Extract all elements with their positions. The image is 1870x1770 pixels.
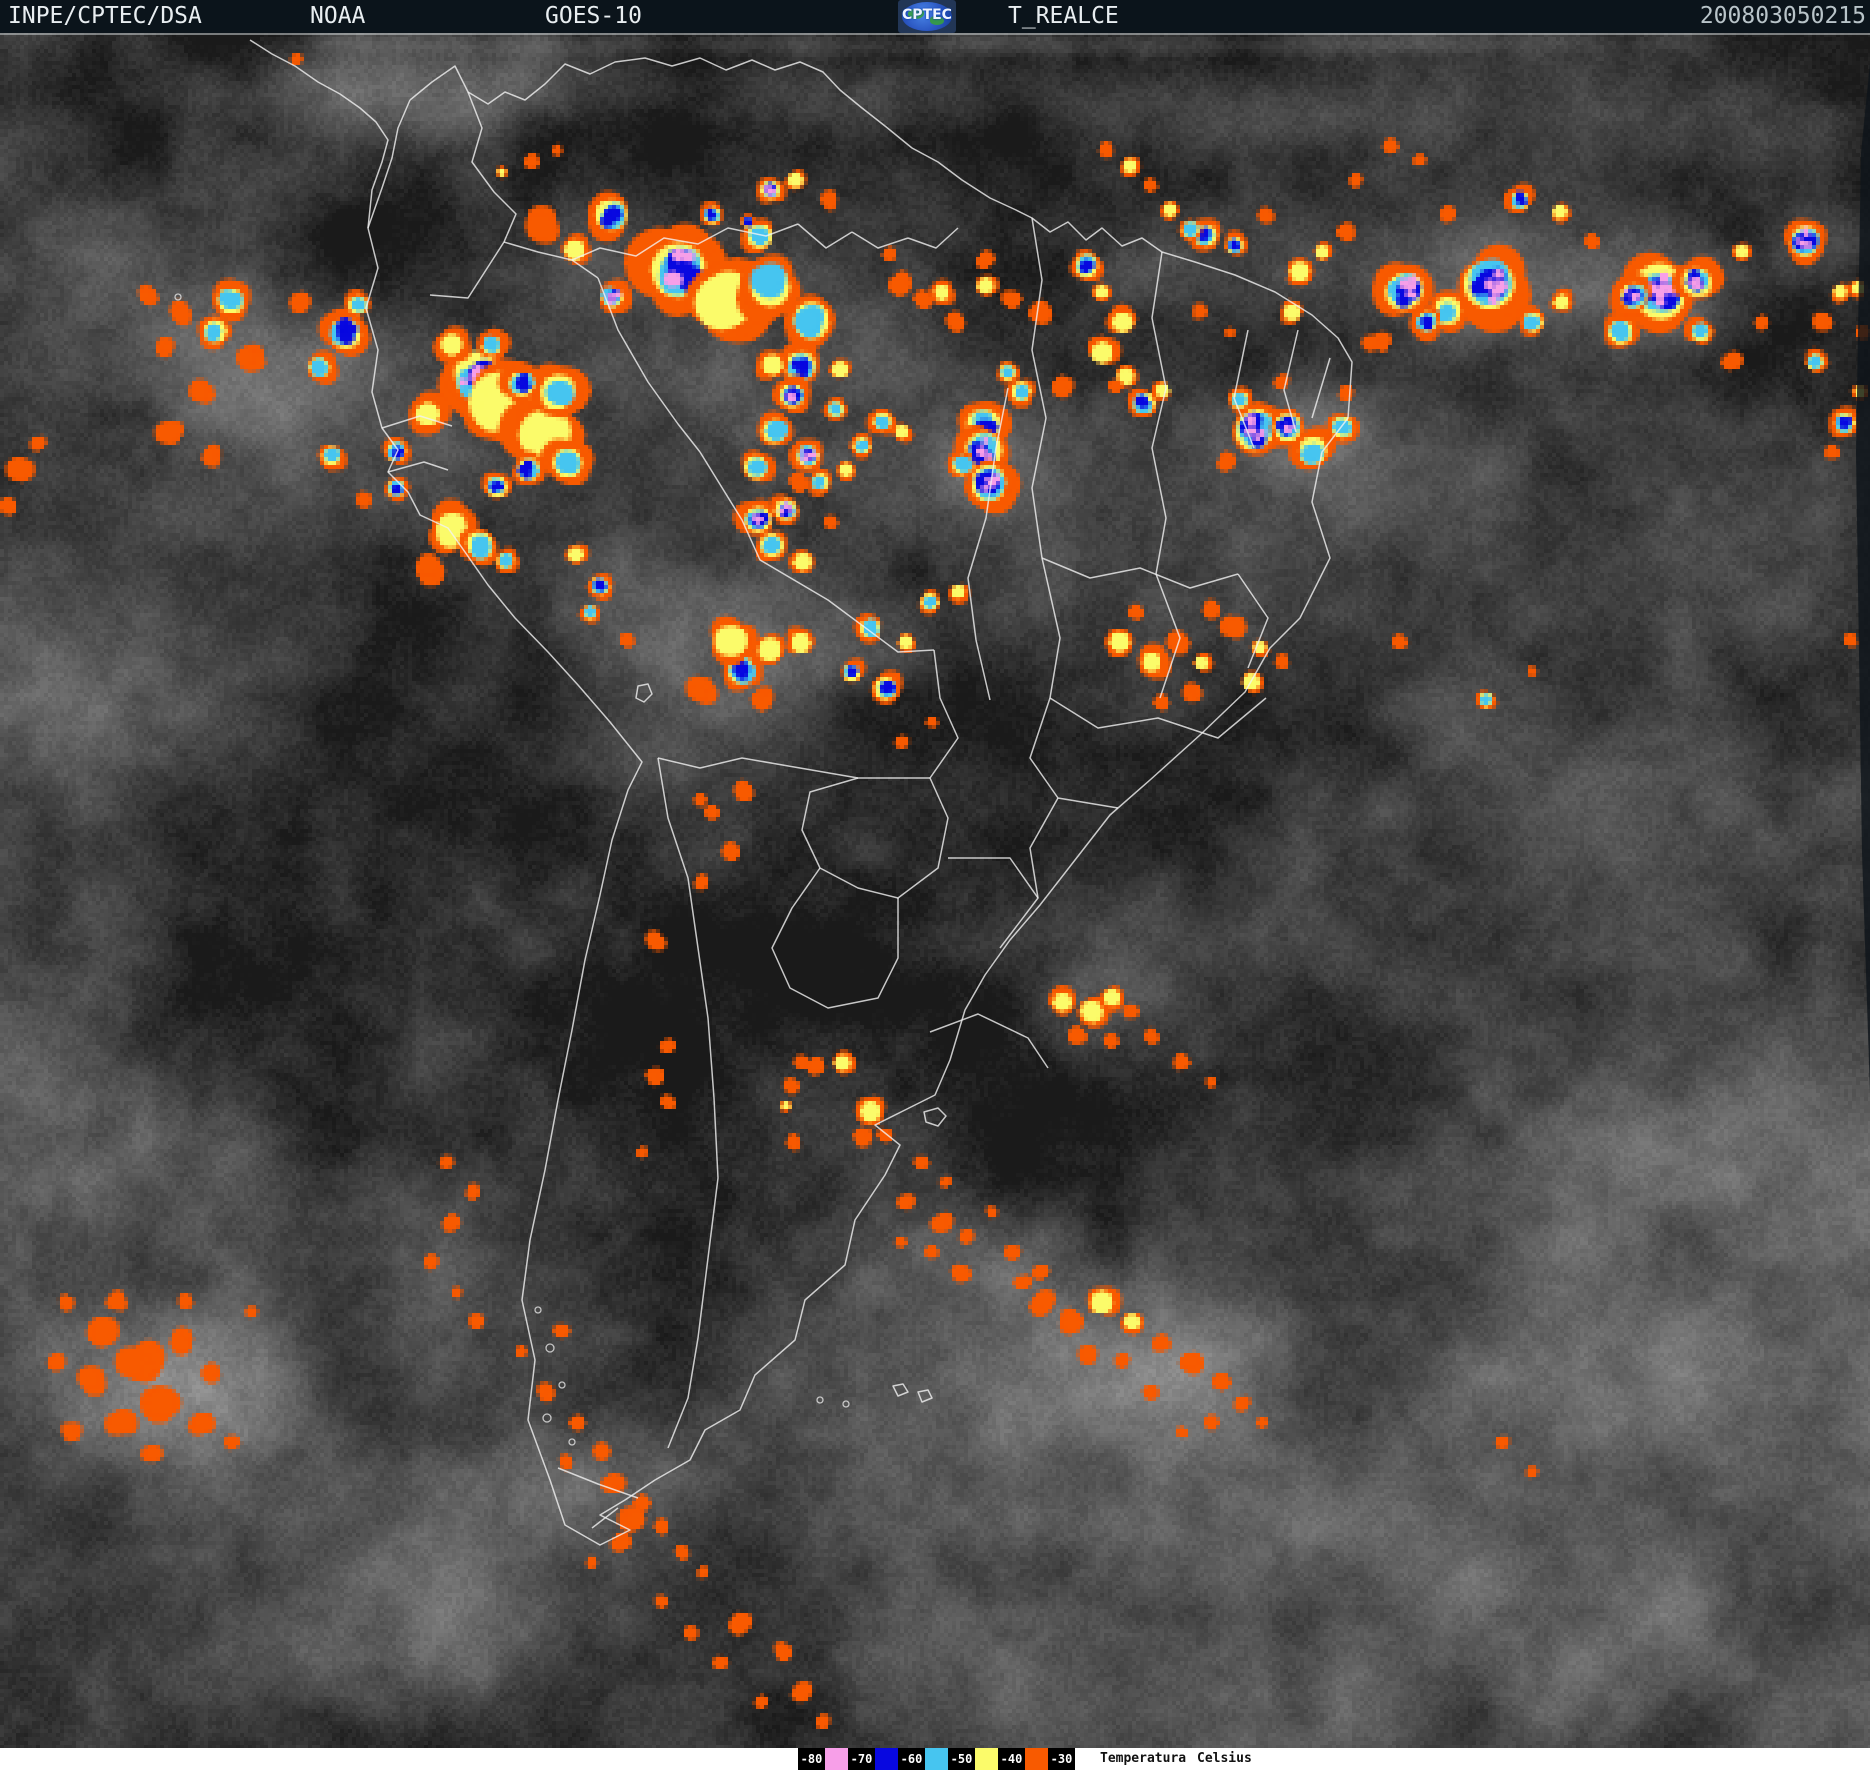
border-br-south-1 [999, 797, 1059, 949]
border-br-se-1 [1049, 697, 1267, 739]
border-falkland-west [892, 1383, 909, 1397]
border-br-ne-1 [1233, 329, 1255, 449]
border-south-america-coast [365, 57, 1353, 1546]
legend-value: -80 [798, 1748, 825, 1770]
cptec-logo: CPTEC [898, 0, 956, 33]
island-outline [816, 1396, 824, 1404]
legend-swatch [925, 1748, 948, 1770]
border-bolivia-brazil-east [929, 649, 959, 779]
border-uruguay-brazil [929, 1013, 1049, 1069]
satellite-label: GOES-10 [545, 3, 642, 29]
border-br-state-para-east [1031, 217, 1047, 559]
border-paraguay-argentina [771, 867, 899, 1009]
border-tierra-del-fuego-1 [557, 1467, 639, 1499]
border-falkland-east [917, 1389, 933, 1403]
timestamp-label: 200803050215 [1699, 3, 1866, 29]
border-br-se-2 [1029, 697, 1119, 809]
border-bolivia-brazil-north [699, 451, 935, 653]
border-br-state-s1 [1237, 573, 1269, 669]
legend-value: -50 [948, 1748, 975, 1770]
island-outline [174, 293, 182, 301]
island-outline [842, 1400, 850, 1408]
border-colombia-peru [429, 241, 505, 299]
border-central-america-coast [249, 39, 389, 229]
border-guyana-borders-3 [907, 227, 959, 249]
legend-swatch [825, 1748, 848, 1770]
legend-value: -30 [1048, 1748, 1075, 1770]
legend-swatch [875, 1748, 898, 1770]
island-outline [568, 1438, 576, 1446]
border-br-state-s3 [1041, 557, 1061, 699]
border-br-state-s2 [1155, 573, 1181, 699]
legend-swatch [1025, 1748, 1048, 1770]
border-ecuador-peru [387, 461, 449, 473]
border-guyana-borders-2 [851, 231, 909, 249]
border-lake-titicaca [635, 683, 653, 703]
border-br-ne-3 [1311, 357, 1331, 419]
border-mar-chiquita [923, 1107, 947, 1127]
legend-bar: -80 -70 -60 -50 -40 -30 Temperatura Celsius [0, 1748, 1870, 1770]
border-guyana-borders-1 [797, 223, 853, 249]
border-br-state-maranhao [1151, 251, 1167, 575]
border-bolivia-south [657, 757, 930, 779]
agency-label: NOAA [310, 3, 366, 29]
border-colombia-brazil [503, 241, 599, 279]
island-outline [558, 1381, 566, 1389]
border-br-state-mid [1041, 557, 1239, 589]
border-tierra-del-fuego-2 [591, 1507, 619, 1529]
map-top-edge [0, 33, 1870, 35]
legend-title: Temperatura [1100, 1751, 1187, 1766]
legend-unit: Celsius [1197, 1751, 1252, 1766]
temperature-legend: -80 -70 -60 -50 -40 -30 [798, 1748, 1075, 1770]
globe-icon [902, 2, 952, 31]
island-outline [545, 1343, 555, 1353]
border-brazil-venezuela [571, 223, 799, 261]
cptec-logo-text: CPTEC [902, 7, 952, 23]
satellite-map [0, 33, 1870, 1748]
legend-value: -70 [848, 1748, 875, 1770]
island-outline [534, 1306, 542, 1314]
border-ecuador-colombia [381, 415, 453, 429]
border-br-ne-2 [1283, 329, 1299, 433]
border-venezuela-colombia [467, 91, 517, 243]
country-borders-overlay [174, 39, 1353, 1546]
legend-value: -40 [998, 1748, 1025, 1770]
border-br-state-araguaia [967, 387, 1009, 701]
border-br-south-2 [948, 857, 1039, 899]
legend-swatch [975, 1748, 998, 1770]
border-paraguay-north [801, 777, 949, 899]
border-brazil-peru [597, 277, 701, 453]
header-bar: INPE/CPTEC/DSA NOAA GOES-10 CPTEC T_REAL… [0, 0, 1870, 33]
legend-value: -60 [898, 1748, 925, 1770]
satellite-image-canvas [0, 33, 1870, 1748]
island-outline [542, 1413, 552, 1423]
border-chile-argentina [657, 757, 719, 1449]
product-label: T_REALCE [1008, 3, 1119, 29]
source-label: INPE/CPTEC/DSA [8, 3, 202, 29]
